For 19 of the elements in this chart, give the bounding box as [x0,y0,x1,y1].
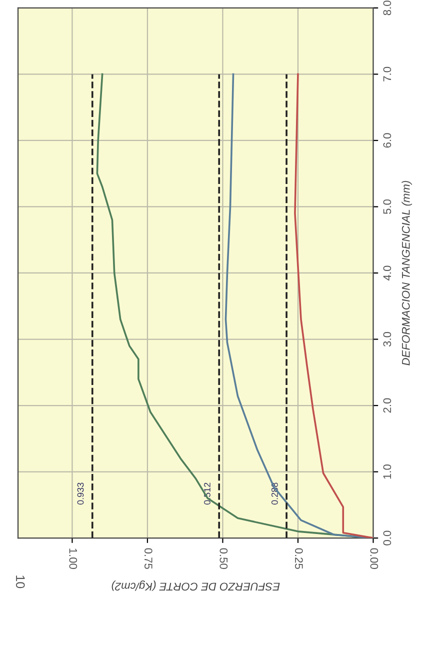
y-tick-label: 0.0 [383,530,392,546]
y-tick-label: 4.0 [383,266,392,280]
y-tick-label: 7.0 [383,66,392,82]
y-tick-label: 1.0 [383,464,392,479]
y-axis-title: DEFORMACION TANGENCIAL (mm) [402,180,412,366]
x-tick-label: 1.00 [69,548,78,569]
y-tick-label: 5.0 [383,199,392,214]
x-tick-label: 0.50 [220,548,228,569]
annotation: 0.933 [77,482,84,505]
x-tick-label: 0.00 [370,548,378,569]
y-tick-label: 8.0 [383,0,392,16]
x-tick-label: 0.25 [294,548,303,569]
x-tick-label: 0.75 [144,548,152,569]
x-axis-title: ESFUERZO DE CORTE (Kg/cm2) [112,580,280,591]
y-tick-label: 2.0 [383,398,392,413]
line-series [294,73,374,538]
y-tick-label: 3.0 [383,332,392,347]
text: 10 [16,576,25,588]
y-tick-label: 6.0 [383,133,392,148]
